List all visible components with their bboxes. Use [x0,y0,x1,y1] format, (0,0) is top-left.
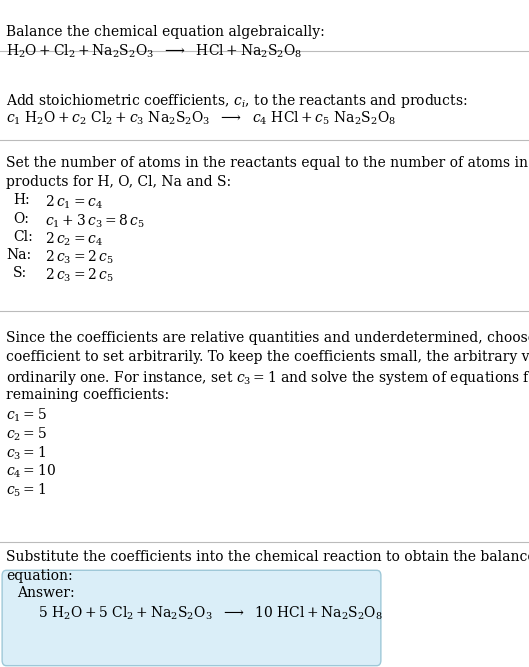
Text: $2\,c_3 = 2\,c_5$: $2\,c_3 = 2\,c_5$ [45,248,113,265]
Text: coefficient to set arbitrarily. To keep the coefficients small, the arbitrary va: coefficient to set arbitrarily. To keep … [6,350,529,364]
Text: $5\ \mathregular{H_2O} + 5\ \mathregular{Cl_2} + \mathregular{Na_2S_2O_3}$  $\lo: $5\ \mathregular{H_2O} + 5\ \mathregular… [38,605,383,622]
Text: $c_5 = 1$: $c_5 = 1$ [6,482,47,499]
Text: S:: S: [13,266,28,280]
Text: products for H, O, Cl, Na and S:: products for H, O, Cl, Na and S: [6,175,232,189]
Text: equation:: equation: [6,569,73,583]
Text: $c_1 + 3\,c_3 = 8\,c_5$: $c_1 + 3\,c_3 = 8\,c_5$ [45,212,144,229]
Text: remaining coefficients:: remaining coefficients: [6,388,169,402]
Text: $2\,c_2 = c_4$: $2\,c_2 = c_4$ [45,230,103,247]
Text: Substitute the coefficients into the chemical reaction to obtain the balanced: Substitute the coefficients into the che… [6,550,529,564]
Text: Balance the chemical equation algebraically:: Balance the chemical equation algebraica… [6,25,325,39]
Text: $\mathregular{H_2O + Cl_2 + Na_2S_2O_3}$  $\longrightarrow$  $\mathregular{HCl +: $\mathregular{H_2O + Cl_2 + Na_2S_2O_3}$… [6,43,303,60]
Text: H:: H: [13,193,30,207]
Text: $2\,c_1 = c_4$: $2\,c_1 = c_4$ [45,193,103,211]
Text: Add stoichiometric coefficients, $c_i$, to the reactants and products:: Add stoichiometric coefficients, $c_i$, … [6,92,468,110]
FancyBboxPatch shape [2,570,381,666]
Text: Na:: Na: [6,248,31,262]
Text: Cl:: Cl: [13,230,33,244]
Text: $2\,c_3 = 2\,c_5$: $2\,c_3 = 2\,c_5$ [45,266,113,283]
Text: $c_2 = 5$: $c_2 = 5$ [6,426,47,443]
Text: Answer:: Answer: [17,586,75,600]
Text: ordinarily one. For instance, set $c_3 = 1$ and solve the system of equations fo: ordinarily one. For instance, set $c_3 =… [6,369,529,387]
Text: $c_1\ \mathregular{H_2O} + c_2\ \mathregular{Cl_2} + c_3\ \mathregular{Na_2S_2O_: $c_1\ \mathregular{H_2O} + c_2\ \mathreg… [6,110,396,127]
Text: Since the coefficients are relative quantities and underdetermined, choose a: Since the coefficients are relative quan… [6,331,529,346]
Text: $c_4 = 10$: $c_4 = 10$ [6,463,56,480]
Text: $c_1 = 5$: $c_1 = 5$ [6,407,47,424]
Text: $c_3 = 1$: $c_3 = 1$ [6,444,47,462]
Text: O:: O: [13,212,29,226]
Text: Set the number of atoms in the reactants equal to the number of atoms in the: Set the number of atoms in the reactants… [6,156,529,170]
